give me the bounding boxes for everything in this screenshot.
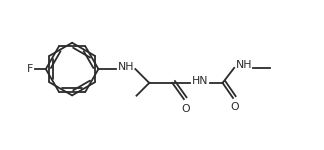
Text: O: O [230,102,239,112]
Text: NH: NH [236,60,252,70]
Text: O: O [181,104,190,114]
Text: NH: NH [118,62,134,72]
Text: F: F [27,64,33,74]
Text: HN: HN [191,76,208,86]
